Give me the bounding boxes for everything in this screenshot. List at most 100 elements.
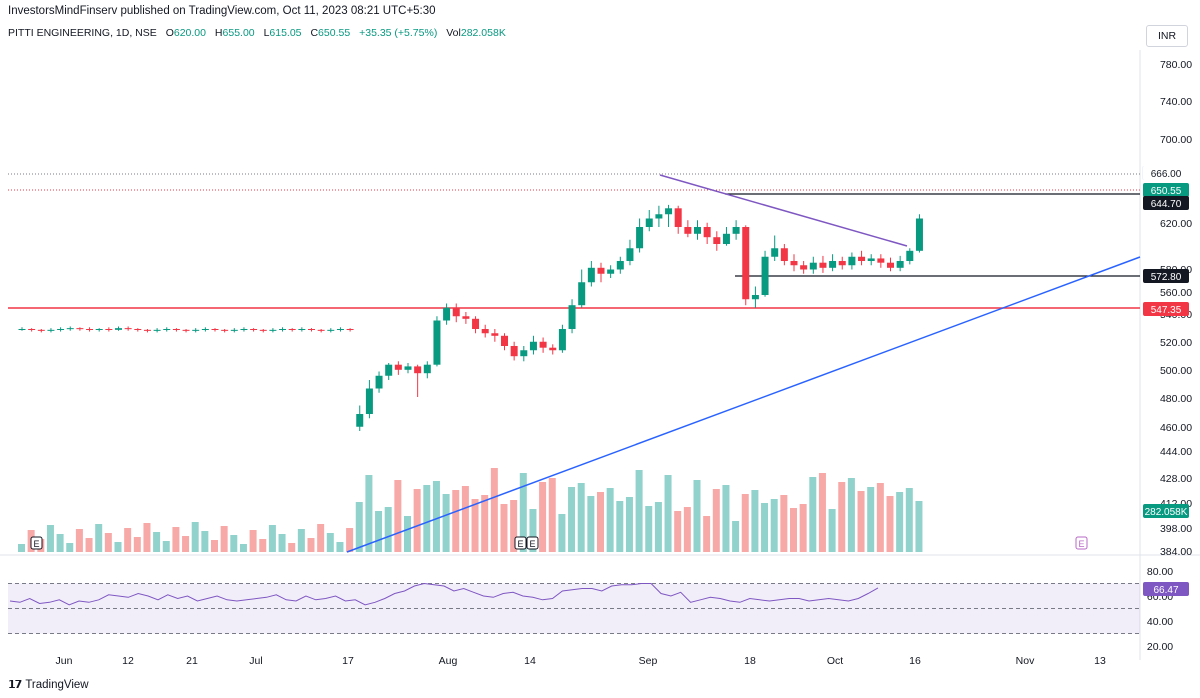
price-marker-value: 572.80 <box>1151 272 1182 283</box>
price-marker-value: 547.35 <box>1151 305 1182 316</box>
x-tick-label: 16 <box>909 655 921 667</box>
x-tick-label: 17 <box>342 655 354 667</box>
volume-bar <box>886 496 894 552</box>
rsi-band <box>8 583 1140 634</box>
volume-bar <box>182 536 190 552</box>
candle-body <box>163 329 171 330</box>
candle-body <box>28 329 36 330</box>
x-tick-label: 21 <box>186 655 198 667</box>
candle-body <box>848 256 856 266</box>
trendline-purple <box>659 174 908 247</box>
volume-bar <box>230 535 238 552</box>
candle-body <box>829 261 837 268</box>
candle-body <box>66 328 74 330</box>
volume-bar <box>404 516 411 552</box>
volume-bar <box>75 529 83 552</box>
volume-bar <box>606 488 614 552</box>
candle-body <box>751 295 759 300</box>
earnings-marker-label: E <box>33 539 39 549</box>
volume-bar <box>693 480 701 552</box>
candle-body <box>867 258 875 261</box>
candle-body <box>365 388 373 414</box>
earnings-marker-label: E <box>1078 539 1084 549</box>
rsi-tick-label: 40.00 <box>1147 616 1173 628</box>
volume-bar <box>259 539 267 552</box>
x-tick-label: 18 <box>744 655 756 667</box>
volume-bar <box>896 492 904 552</box>
price-marker-box <box>1143 302 1189 316</box>
earnings-marker-label: E <box>517 539 523 549</box>
candle-body <box>800 265 808 270</box>
candle-body <box>597 267 605 274</box>
volume-bar <box>268 525 276 552</box>
volume-bar <box>384 507 392 552</box>
candle-body <box>771 248 779 257</box>
tradingview-brand: TradingView <box>25 678 89 691</box>
volume-bar <box>307 538 315 552</box>
candle-body <box>809 262 817 270</box>
candle-body <box>838 261 846 266</box>
volume-bar <box>365 475 373 552</box>
volume-bar <box>818 473 826 552</box>
close-label: C <box>310 27 319 39</box>
candle-body <box>896 261 904 268</box>
y-tick-label: 500.00 <box>1160 365 1192 377</box>
volume-bar <box>481 495 489 552</box>
price-marker-box <box>1143 196 1189 210</box>
y-tick-label: 460.00 <box>1160 422 1192 434</box>
candle-body <box>105 329 113 330</box>
currency-button[interactable]: INR <box>1146 25 1188 47</box>
candle-body <box>906 250 914 261</box>
y-tick-label: 560.00 <box>1160 287 1192 299</box>
candle-body <box>616 261 624 270</box>
volume-bar <box>413 489 421 552</box>
candle-body <box>414 366 422 374</box>
volume-bar <box>568 487 576 552</box>
volume-bar <box>645 506 653 552</box>
volume-bar <box>799 504 807 552</box>
volume-bar <box>46 525 54 552</box>
change-value: +35.35 (+5.75%) <box>359 27 438 39</box>
volume-bar <box>847 478 855 552</box>
volume-bar <box>162 541 170 552</box>
y-tick-label: 620.00 <box>1160 218 1192 230</box>
volume-bar <box>635 470 643 552</box>
price-marker-value: 666.00 <box>1151 169 1182 180</box>
candle-body <box>510 346 518 357</box>
x-tick-label: Aug <box>439 655 458 667</box>
volume-bar <box>114 542 122 552</box>
volume-bar <box>674 511 682 552</box>
candle-body <box>558 329 566 351</box>
candle-body <box>124 328 132 330</box>
volume-bar <box>915 501 923 552</box>
volume-bar <box>529 509 537 552</box>
volume-bar <box>317 524 325 552</box>
volume-bar <box>597 492 604 552</box>
candle-body <box>385 364 393 376</box>
open-label: O <box>165 27 174 39</box>
candle-body <box>665 208 673 215</box>
volume-bar <box>876 483 884 552</box>
volume-bar <box>548 478 556 552</box>
candle-body <box>481 329 489 334</box>
earnings-marker-icon <box>1075 536 1088 550</box>
candle-body <box>722 233 730 244</box>
x-tick-label: 13 <box>1094 655 1106 667</box>
y-tick-label: 740.00 <box>1160 96 1192 108</box>
price-marker-value: 650.55 <box>1151 186 1182 197</box>
tradingview-logo-icon: 𝟭𝟳 <box>8 679 22 691</box>
volume-bar <box>239 544 247 552</box>
volume-bar <box>838 482 846 552</box>
volume-bar <box>326 533 334 552</box>
candle-body <box>703 227 711 238</box>
volume-bar <box>490 468 498 552</box>
candle-body <box>520 350 528 357</box>
rsi-tick-label: 80.00 <box>1147 566 1173 578</box>
volume-bar <box>587 496 595 552</box>
volume-bar <box>654 502 662 552</box>
tradingview-footer[interactable]: 𝟭𝟳 TradingView <box>8 678 89 692</box>
candle-body <box>172 329 180 330</box>
candle-body <box>336 329 344 330</box>
candle-body <box>211 329 219 330</box>
